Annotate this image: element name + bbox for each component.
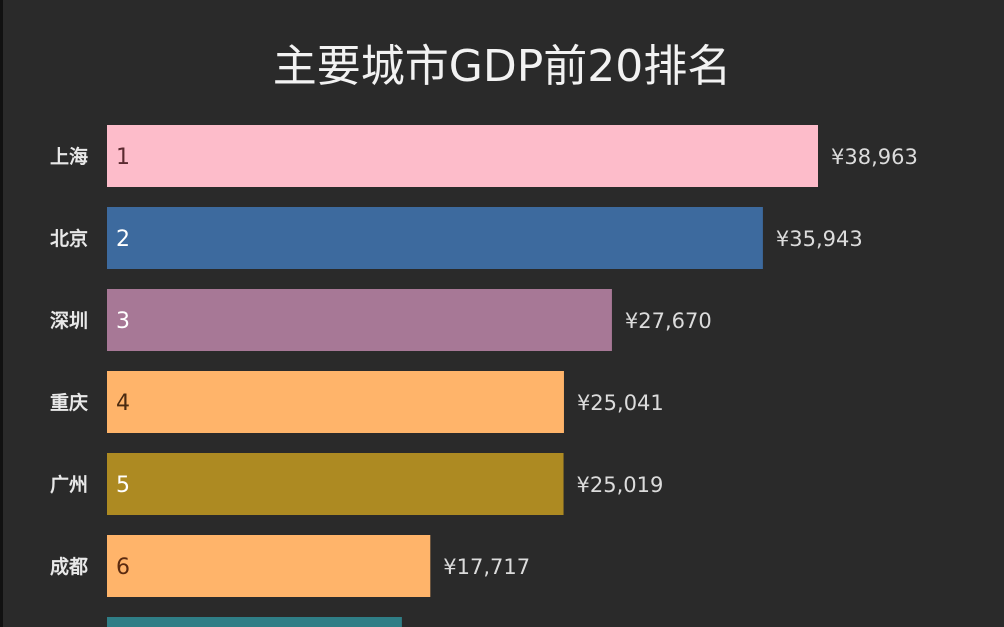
category-label: 重庆 bbox=[50, 391, 88, 414]
rank-label: 5 bbox=[116, 473, 130, 498]
bar bbox=[107, 207, 763, 269]
bar bbox=[107, 371, 564, 433]
bar bbox=[107, 617, 402, 627]
value-label: ¥17,717 bbox=[443, 555, 530, 579]
value-label: ¥27,670 bbox=[625, 309, 712, 333]
rank-label: 4 bbox=[116, 391, 130, 416]
bar bbox=[107, 453, 564, 515]
category-label: 上海 bbox=[50, 145, 88, 168]
rank-label: 2 bbox=[116, 227, 130, 252]
value-label: ¥38,963 bbox=[831, 145, 918, 169]
category-label: 北京 bbox=[50, 227, 88, 250]
bar bbox=[107, 125, 818, 187]
category-label: 成都 bbox=[50, 555, 88, 578]
rank-label: 3 bbox=[116, 309, 130, 334]
bar bbox=[107, 289, 612, 351]
category-label: 深圳 bbox=[50, 309, 88, 332]
rank-label: 6 bbox=[116, 555, 130, 580]
chart-title: 主要城市GDP前20排名 bbox=[272, 41, 732, 92]
left-edge bbox=[0, 0, 3, 627]
value-label: ¥25,041 bbox=[577, 391, 664, 415]
rank-label: 1 bbox=[116, 145, 130, 170]
value-label: ¥25,019 bbox=[577, 473, 664, 497]
value-label: ¥35,943 bbox=[776, 227, 863, 251]
bar bbox=[107, 535, 431, 597]
category-label: 广州 bbox=[50, 473, 88, 496]
